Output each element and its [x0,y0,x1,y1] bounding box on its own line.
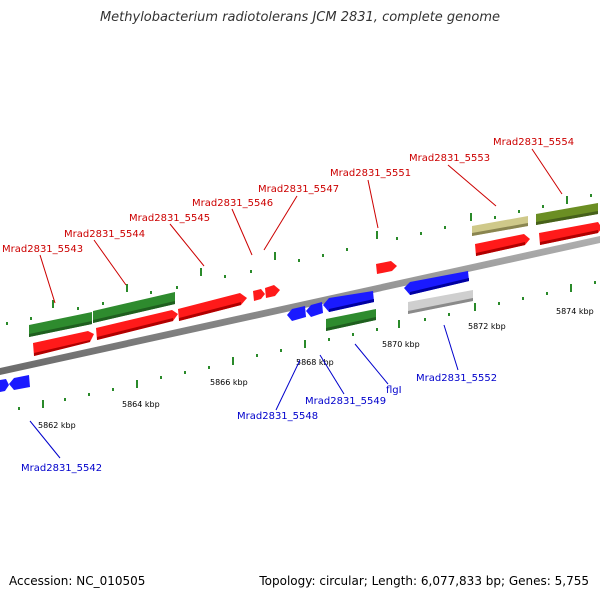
major-tick [570,284,572,292]
major-tick [474,303,476,311]
gene-feature-red[interactable] [265,285,280,298]
gene-label: Mrad2831_5548 [237,411,318,422]
gene-feature-blue[interactable] [306,302,323,317]
gene-feature-red[interactable] [475,234,530,256]
gene-feature-blue[interactable] [0,379,9,392]
gene-feature-green[interactable] [29,312,92,337]
major-tick [136,380,138,388]
gene-label: Mrad2831_5547 [258,184,339,195]
major-tick [398,320,400,328]
scale-label: 5862 kbp [38,421,76,430]
gene-label: Mrad2831_5542 [21,463,102,474]
leader-lines-reverse [29,324,459,459]
topology-text: Topology: circular; Length: 6,077,833 bp… [259,574,589,588]
gene-feature-red[interactable] [178,293,247,321]
major-tick [566,196,568,204]
gene-feature-blue[interactable] [9,375,30,390]
major-tick [470,213,472,221]
gene-feature-gray[interactable] [408,290,473,314]
gene-feature-olive[interactable] [536,203,598,225]
major-tick [42,400,44,408]
forward-gene-labels: Mrad2831_5543 Mrad2831_5544 Mrad2831_554… [2,137,574,255]
gene-label: Mrad2831_5554 [493,137,574,148]
scale-label: 5872 kbp [468,322,506,331]
gene-feature-red[interactable] [253,289,265,301]
scale-label: 5870 kbp [382,340,420,349]
gene-feature-red[interactable] [539,222,600,245]
major-tick [376,231,378,239]
genome-backbone [0,236,600,375]
scale-label: 5868 kbp [296,358,334,367]
gene-feature-red[interactable] [96,310,178,340]
gene-label: Mrad2831_5544 [64,229,145,240]
gene-feature-khaki[interactable] [472,216,528,236]
reverse-genes [0,271,473,392]
gene-label: Mrad2831_5553 [409,153,490,164]
major-tick [232,357,234,365]
gene-feature-red[interactable] [376,261,397,274]
gene-label: Mrad2831_5543 [2,244,83,255]
gene-feature-red[interactable] [33,331,94,356]
gene-label: Mrad2831_5552 [416,373,497,384]
major-tick [126,284,128,292]
gene-label: Mrad2831_5551 [330,168,411,179]
lower-tick-row [18,281,596,410]
forward-genes [29,203,600,356]
gene-label: Mrad2831_5546 [192,198,273,209]
gene-label: flgI [386,385,402,396]
map-title: Methylobacterium radiotolerans JCM 2831,… [99,10,501,25]
upper-tick-row [6,194,592,325]
major-tick [304,340,306,348]
reverse-gene-labels: Mrad2831_5542 Mrad2831_5548 Mrad2831_554… [21,373,497,474]
leader-lines-forward [39,148,563,304]
scale-label: 5864 kbp [122,400,160,409]
gene-feature-blue[interactable] [404,271,469,295]
major-tick [200,268,202,276]
gene-label: Mrad2831_5549 [305,396,386,407]
gene-feature-blue[interactable] [323,291,374,312]
accession-text: Accession: NC_010505 [9,574,146,588]
major-tick [52,300,54,308]
scale-label: 5874 kbp [556,307,594,316]
scale-labels: 5862 kbp 5864 kbp 5866 kbp 5868 kbp 5870… [38,307,594,430]
gene-feature-green[interactable] [326,309,376,331]
gene-label: Mrad2831_5545 [129,213,210,224]
gene-feature-green[interactable] [93,292,175,323]
scale-label: 5866 kbp [210,378,248,387]
major-tick [274,252,276,260]
gene-feature-blue[interactable] [287,306,306,321]
